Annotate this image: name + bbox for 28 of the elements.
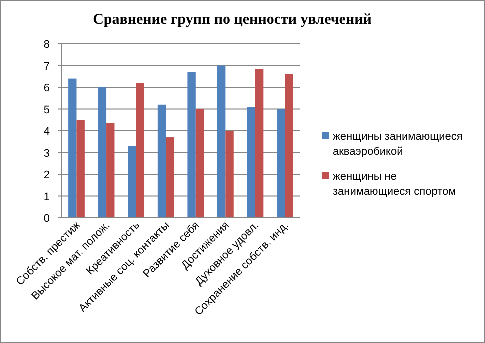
bar xyxy=(255,69,264,218)
bar xyxy=(136,83,145,218)
y-tick-label: 1 xyxy=(44,191,50,204)
legend-label: женщины занимающиеся акваэробикой xyxy=(333,131,463,158)
y-tick-label: 6 xyxy=(44,82,50,94)
y-tick-label: 7 xyxy=(44,60,50,73)
bar xyxy=(277,109,286,218)
legend-label: женщины не занимающиеся спортом xyxy=(333,171,456,198)
y-tick-label: 8 xyxy=(44,39,50,51)
bar xyxy=(76,120,85,218)
bar xyxy=(68,78,77,218)
bar xyxy=(217,66,226,218)
y-tick-label: 3 xyxy=(44,148,50,160)
chart-title: Сравнение групп по ценности увлечений xyxy=(93,12,372,28)
bar xyxy=(226,131,234,218)
bar xyxy=(188,72,196,218)
bar xyxy=(196,109,204,218)
y-tick-label: 2 xyxy=(44,170,50,182)
bar xyxy=(247,107,256,218)
bar xyxy=(158,104,166,218)
y-tick-label: 5 xyxy=(44,104,50,116)
bar xyxy=(98,88,107,218)
bar xyxy=(166,138,174,218)
y-tick-label: 4 xyxy=(44,126,50,138)
y-tick-label: 0 xyxy=(44,213,50,225)
bar xyxy=(128,146,136,218)
bar xyxy=(106,123,115,218)
bar xyxy=(285,74,294,218)
